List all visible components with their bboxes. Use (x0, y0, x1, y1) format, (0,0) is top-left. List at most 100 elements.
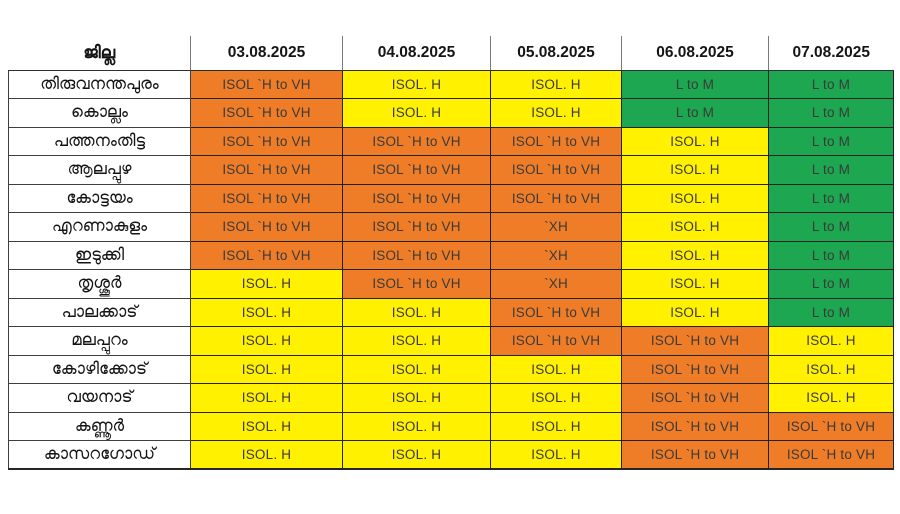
date-column-header-5: 07.08.2025 (768, 36, 894, 71)
forecast-cell: ISOL. H (190, 440, 343, 470)
forecast-cell: ISOL. H (621, 126, 769, 156)
forecast-cell: L to M (768, 155, 894, 185)
forecast-cell: ISOL. H (190, 326, 343, 356)
forecast-cell: ISOL. H (768, 354, 894, 384)
forecast-cell: ISOL. H (190, 411, 343, 441)
forecast-cell: L to M (621, 98, 769, 128)
table-row: കോഴിക്കോട് ISOL. H ISOL. H ISOL. H ISOL `H t… (8, 354, 894, 384)
forecast-cell: ISOL. H (490, 354, 622, 384)
forecast-cell: ISOL. H (190, 383, 343, 413)
forecast-cell: ISOL `H to VH (190, 69, 343, 99)
forecast-cell: ISOL. H (490, 411, 622, 441)
forecast-cell: ISOL. H (190, 297, 343, 327)
forecast-cell: L to M (621, 69, 769, 99)
forecast-cell: L to M (768, 98, 894, 128)
table-row: കണ്ണൂർ ISOL. H ISOL. H ISOL. H ISOL `H to VH… (8, 411, 894, 441)
district-cell: വയനാട് (8, 383, 191, 413)
forecast-cell: ISOL `H to VH (342, 269, 491, 299)
district-cell: കണ്ണൂർ (8, 411, 191, 441)
table-row: എറണാകുളം ISOL `H to VH ISOL `H to VH `XH ISO… (8, 212, 894, 242)
table-row: കാസറഗോഡ് ISOL. H ISOL. H ISOL. H ISOL `H to … (8, 440, 894, 470)
table-row: മലപ്പുറം ISOL. H ISOL. H ISOL `H to VH ISOL … (8, 326, 894, 356)
table-row: കോട്ടയം ISOL `H to VH ISOL `H to VH ISOL `H… (8, 183, 894, 213)
forecast-cell: ISOL. H (490, 69, 622, 99)
forecast-cell: ISOL. H (342, 297, 491, 327)
forecast-cell: L to M (768, 212, 894, 242)
district-cell: പത്തനംതിട്ട (8, 126, 191, 156)
forecast-cell: ISOL. H (342, 354, 491, 384)
forecast-cell: `XH (490, 240, 622, 270)
date-column-header-3: 05.08.2025 (490, 36, 622, 71)
forecast-cell: L to M (768, 269, 894, 299)
district-column-header: ജില്ല (8, 36, 191, 71)
district-cell: കാസറഗോഡ് (8, 440, 191, 470)
forecast-cell: L to M (768, 297, 894, 327)
forecast-cell: ISOL `H to VH (342, 126, 491, 156)
date-column-header-2: 04.08.2025 (342, 36, 491, 71)
table-row: പാലക്കാട് ISOL. H ISOL. H ISOL `H to VH ISOL… (8, 297, 894, 327)
district-cell: മലപ്പുറം (8, 326, 191, 356)
table-row: ആലപ്പുഴ ISOL `H to VH ISOL `H to VH ISOL `H… (8, 155, 894, 185)
header-row: ജില്ല 03.08.2025 04.08.2025 05.08.2025 0… (8, 36, 894, 71)
table-row: പത്തനംതിട്ട ISOL `H to VH ISOL `H to VH ISO… (8, 126, 894, 156)
forecast-cell: ISOL. H (490, 98, 622, 128)
forecast-cell: ISOL. H (768, 326, 894, 356)
forecast-cell: ISOL `H to VH (190, 155, 343, 185)
forecast-cell: ISOL `H to VH (190, 212, 343, 242)
table-row: ഇടുക്കി ISOL `H to VH ISOL `H to VH `XH ISOL… (8, 240, 894, 270)
forecast-cell: ISOL `H to VH (190, 126, 343, 156)
forecast-cell: ISOL `H to VH (768, 411, 894, 441)
forecast-cell: ISOL `H to VH (490, 183, 622, 213)
date-column-header-1: 03.08.2025 (190, 36, 343, 71)
district-cell: ആലപ്പുഴ (8, 155, 191, 185)
district-cell: പാലക്കാട് (8, 297, 191, 327)
forecast-cell: ISOL `H to VH (342, 240, 491, 270)
forecast-cell: ISOL. H (621, 297, 769, 327)
forecast-cell: L to M (768, 183, 894, 213)
table-row: തിരുവനന്തപുരം ISOL `H to VH ISOL. H ISOL. H… (8, 69, 894, 99)
forecast-cell: ISOL `H to VH (190, 240, 343, 270)
district-cell: കോട്ടയം (8, 183, 191, 213)
forecast-cell: L to M (768, 240, 894, 270)
forecast-cell: ISOL `H to VH (190, 98, 343, 128)
district-cell: ഇടുക്കി (8, 240, 191, 270)
forecast-cell: L to M (768, 126, 894, 156)
forecast-cell: ISOL. H (768, 383, 894, 413)
forecast-cell: ISOL. H (342, 440, 491, 470)
district-cell: എറണാകുളം (8, 212, 191, 242)
forecast-cell: L to M (768, 69, 894, 99)
forecast-cell: ISOL. H (621, 155, 769, 185)
forecast-cell: ISOL `H to VH (621, 383, 769, 413)
forecast-cell: ISOL. H (621, 183, 769, 213)
forecast-cell: ISOL `H to VH (490, 155, 622, 185)
forecast-cell: ISOL. H (490, 440, 622, 470)
forecast-cell: ISOL `H to VH (490, 126, 622, 156)
district-rainfall-forecast-table: ജില്ല 03.08.2025 04.08.2025 05.08.2025 0… (8, 36, 894, 470)
district-cell: കൊല്ലം (8, 98, 191, 128)
forecast-cell: ISOL. H (490, 383, 622, 413)
forecast-cell: ISOL `H to VH (342, 155, 491, 185)
forecast-cell: ISOL `H to VH (342, 183, 491, 213)
forecast-cell: ISOL. H (342, 411, 491, 441)
forecast-cell: ISOL `H to VH (768, 440, 894, 470)
forecast-cell: ISOL. H (621, 212, 769, 242)
forecast-cell: ISOL. H (342, 98, 491, 128)
date-column-header-4: 06.08.2025 (621, 36, 769, 71)
forecast-cell: ISOL. H (342, 383, 491, 413)
forecast-cell: ISOL `H to VH (490, 297, 622, 327)
forecast-cell: ISOL. H (621, 240, 769, 270)
forecast-cell: ISOL. H (342, 326, 491, 356)
forecast-cell: `XH (490, 269, 622, 299)
forecast-cell: ISOL `H to VH (490, 326, 622, 356)
forecast-cell: ISOL. H (190, 354, 343, 384)
forecast-cell: ISOL `H to VH (621, 354, 769, 384)
district-cell: തിരുവനന്തപുരം (8, 69, 191, 99)
district-cell: കോഴിക്കോട് (8, 354, 191, 384)
forecast-table-body: തിരുവനന്തപുരം ISOL `H to VH ISOL. H ISOL. H… (8, 69, 894, 470)
forecast-cell: ISOL. H (621, 269, 769, 299)
table-row: വയനാട് ISOL. H ISOL. H ISOL. H ISOL `H to VH… (8, 383, 894, 413)
forecast-cell: ISOL. H (190, 269, 343, 299)
